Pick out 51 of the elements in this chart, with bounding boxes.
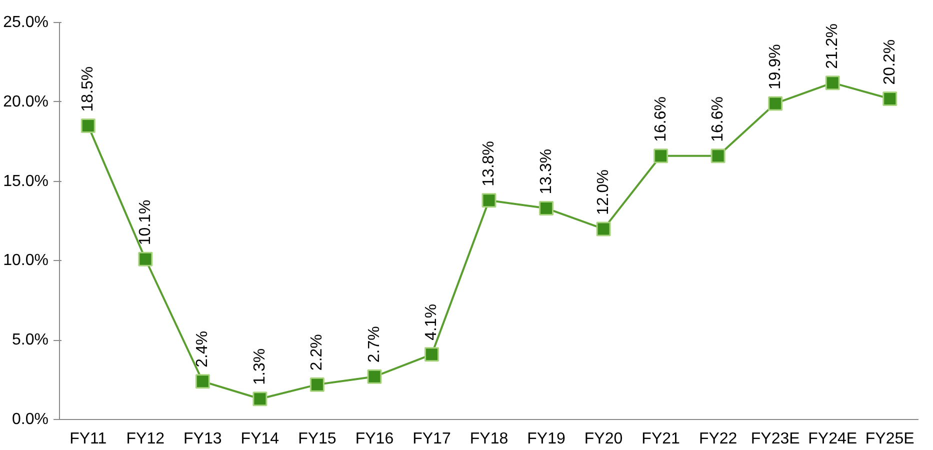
data-label: 16.6%	[710, 96, 727, 142]
point	[310, 377, 324, 392]
point	[482, 193, 496, 208]
data-label: 10.1%	[136, 200, 154, 246]
x-tick-label: FY12	[126, 430, 165, 448]
point	[80, 118, 96, 133]
point	[654, 148, 668, 164]
x-tick-label: FY15	[298, 430, 336, 448]
data-label: 21.2%	[824, 23, 842, 69]
point	[710, 148, 726, 164]
data-label: 13.3%	[538, 148, 555, 194]
data-label: 20.2%	[881, 39, 898, 85]
data-label: 2.4%	[194, 330, 212, 368]
x-tick-label: FY21	[642, 430, 680, 448]
x-tick-label: FY23E	[750, 430, 800, 448]
x-tick-label: FY22	[698, 430, 738, 448]
y-tick-label: 0.0%	[12, 411, 48, 428]
point	[596, 222, 611, 236]
y-tick-label: 15.0%	[3, 172, 49, 190]
data-label: 19.9%	[766, 44, 784, 90]
x-tick-label: FY20	[584, 430, 623, 448]
data-label: 13.8%	[480, 140, 498, 186]
y-tick-label: 5.0%	[12, 332, 48, 349]
x-tick-label: FY17	[412, 430, 451, 448]
point	[882, 91, 898, 106]
point	[424, 347, 439, 362]
point	[768, 96, 783, 111]
x-tick-label: FY18	[470, 430, 508, 448]
x-tick-label: FY14	[240, 430, 280, 448]
point	[252, 392, 268, 406]
x-tick-label: FY13	[184, 430, 222, 448]
x-tick-label: FY19	[527, 430, 566, 448]
point	[195, 374, 210, 389]
x-tick-label: FY25E	[865, 430, 914, 448]
data-label: 1.3%	[251, 348, 268, 385]
data-label: 4.1%	[423, 304, 440, 340]
data-label: 16.6%	[652, 96, 670, 142]
y-tick-label: 20.0%	[3, 93, 49, 110]
y-tick-label: 10.0%	[3, 252, 49, 270]
data-label: 18.5%	[80, 66, 97, 112]
point	[138, 252, 153, 266]
data-label: 12.0%	[595, 170, 612, 215]
point	[539, 201, 554, 216]
point	[825, 76, 840, 90]
x-tick-label: FY24E	[808, 430, 858, 448]
y-tick-label: 25.0%	[3, 14, 49, 31]
data-label: 2.2%	[308, 334, 326, 371]
x-tick-label: FY11	[70, 430, 107, 448]
point	[367, 369, 382, 384]
x-tick-label: FY16	[355, 430, 394, 448]
data-label: 2.7%	[366, 326, 383, 363]
